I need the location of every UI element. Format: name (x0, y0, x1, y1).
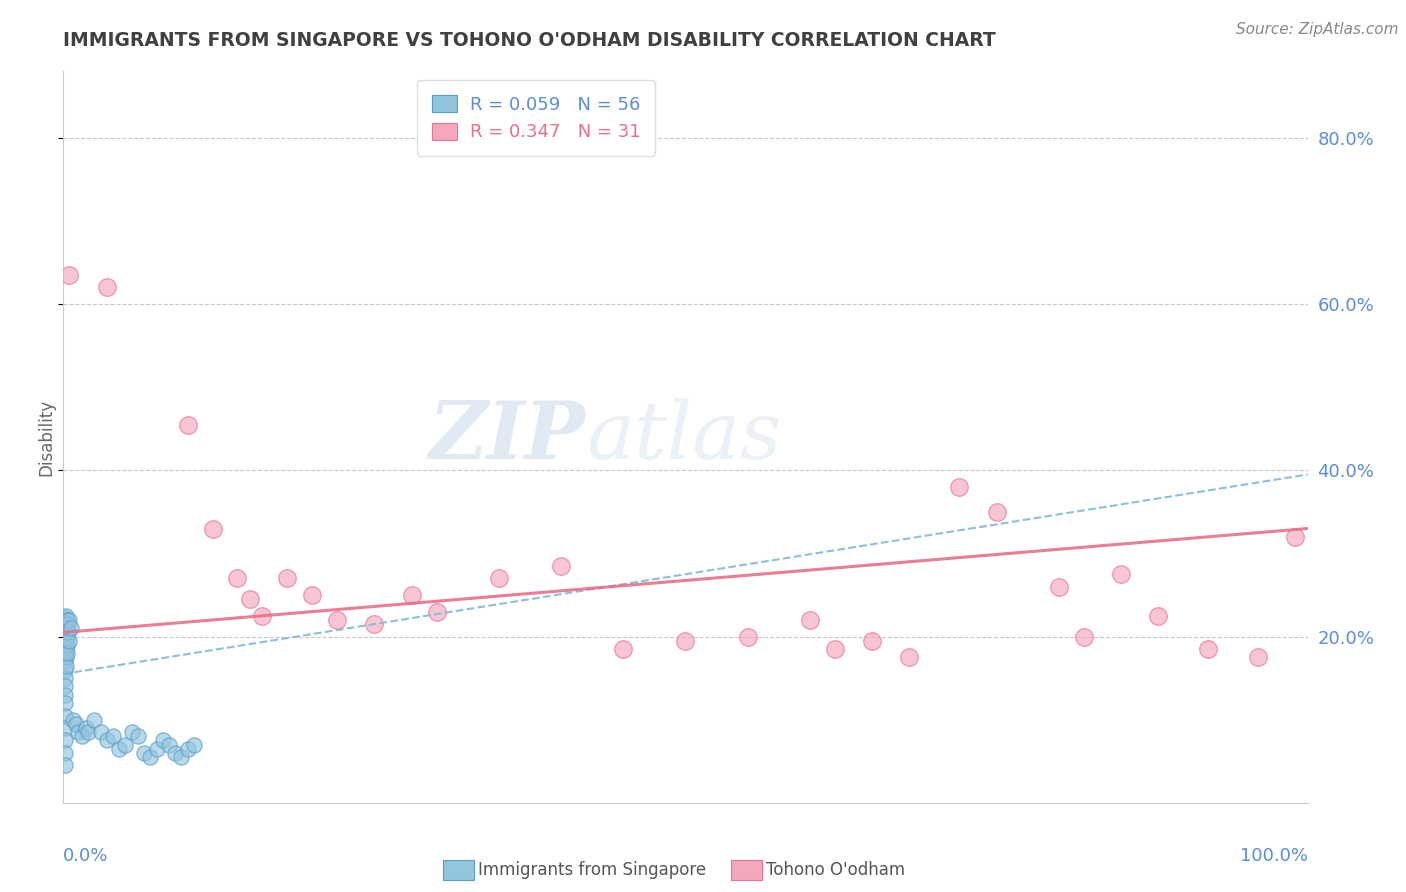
Point (675, 633, 697, 648)
Point (1047, 580, 1070, 594)
Point (363, 617, 385, 632)
Text: IMMIGRANTS FROM SINGAPORE VS TOHONO O'ODHAM DISABILITY CORRELATION CHART: IMMIGRANTS FROM SINGAPORE VS TOHONO O'OD… (63, 31, 995, 50)
Text: Source: ZipAtlas.com: Source: ZipAtlas.com (1236, 22, 1399, 37)
Point (1109, 567, 1132, 582)
Point (55, 617, 77, 632)
Point (53, 758, 76, 772)
Point (326, 613, 349, 627)
Point (55, 658, 77, 673)
Y-axis label: Disability: Disability (38, 399, 56, 475)
Point (65, 716, 87, 731)
Point (276, 571, 298, 585)
Point (177, 417, 200, 432)
Point (58, 633, 80, 648)
Point (170, 750, 193, 764)
Point (114, 738, 136, 752)
Point (56, 638, 79, 652)
Point (612, 642, 634, 657)
Text: atlas: atlas (586, 399, 782, 475)
Point (53, 680, 76, 694)
Point (860, 633, 883, 648)
Text: ZIP: ZIP (429, 399, 586, 475)
Point (53, 611, 76, 625)
Point (177, 741, 200, 756)
Point (75, 721, 97, 735)
Point (239, 592, 262, 607)
Point (488, 571, 510, 585)
Point (58, 268, 80, 282)
Point (59, 621, 82, 635)
Point (53, 721, 76, 735)
Point (139, 750, 162, 764)
Point (824, 642, 846, 657)
Point (165, 746, 187, 760)
Point (67, 725, 90, 739)
Legend: R = 0.059   N = 56, R = 0.347   N = 31: R = 0.059 N = 56, R = 0.347 N = 31 (418, 80, 655, 156)
Point (426, 605, 449, 619)
Point (53, 696, 76, 710)
Point (55, 642, 77, 657)
Text: 100.0%: 100.0% (1240, 847, 1308, 864)
Point (96, 280, 118, 294)
Point (152, 733, 174, 747)
Point (252, 608, 274, 623)
Point (90, 725, 112, 739)
Point (799, 613, 821, 627)
Point (145, 741, 167, 756)
Point (83, 713, 105, 727)
Point (53, 646, 76, 660)
Point (56, 646, 79, 660)
Point (58, 617, 80, 632)
Point (58, 625, 80, 640)
Point (121, 725, 143, 739)
Point (70, 729, 93, 743)
Text: Immigrants from Singapore: Immigrants from Singapore (478, 861, 706, 879)
Point (898, 650, 921, 665)
Point (108, 741, 131, 756)
Point (53, 708, 76, 723)
Point (53, 621, 76, 635)
Point (401, 588, 423, 602)
Point (56, 613, 79, 627)
Point (96, 733, 118, 747)
Point (53, 733, 76, 747)
Point (53, 655, 76, 669)
Point (986, 505, 1008, 519)
Text: 0.0%: 0.0% (63, 847, 108, 864)
Point (55, 625, 77, 640)
Point (58, 613, 80, 627)
Point (201, 521, 224, 535)
Point (737, 630, 759, 644)
Point (56, 621, 79, 635)
Point (183, 738, 205, 752)
Point (53, 638, 76, 652)
Point (55, 633, 77, 648)
Point (1073, 630, 1095, 644)
Point (550, 558, 572, 573)
Point (53, 688, 76, 702)
Point (1147, 608, 1170, 623)
Point (101, 729, 124, 743)
Point (157, 738, 180, 752)
Point (62, 713, 84, 727)
Point (53, 671, 76, 685)
Text: Tohono O'odham: Tohono O'odham (766, 861, 905, 879)
Point (127, 729, 149, 743)
Point (53, 630, 76, 644)
Point (55, 650, 77, 665)
Point (77, 725, 100, 739)
Point (56, 630, 79, 644)
Point (1284, 530, 1306, 544)
Point (55, 608, 77, 623)
Point (53, 746, 76, 760)
Point (1197, 642, 1219, 657)
Point (301, 588, 323, 602)
Point (948, 480, 970, 494)
Point (134, 746, 156, 760)
Point (1247, 650, 1270, 665)
Point (53, 663, 76, 677)
Point (226, 571, 249, 585)
